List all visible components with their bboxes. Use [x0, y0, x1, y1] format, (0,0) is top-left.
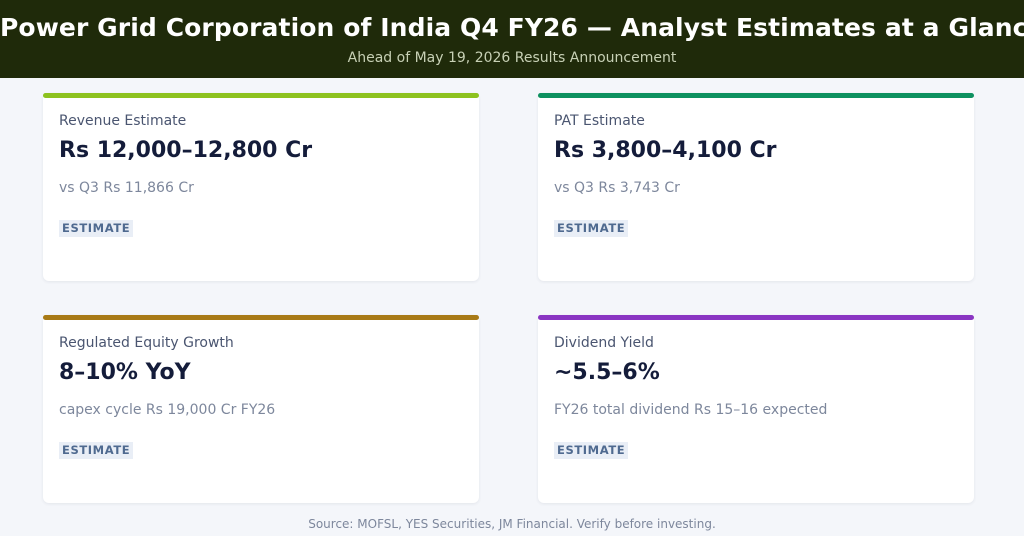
card-pat-estimate: PAT Estimate Rs 3,800–4,100 Cr vs Q3 Rs …	[538, 93, 974, 281]
card-accent-bar	[538, 93, 974, 98]
page-subtitle: Ahead of May 19, 2026 Results Announceme…	[347, 50, 677, 66]
card-label: PAT Estimate	[554, 113, 645, 129]
card-accent-bar	[538, 315, 974, 320]
header-banner: Power Grid Corporation of India Q4 FY26 …	[0, 0, 1024, 78]
card-value: Rs 12,000–12,800 Cr	[59, 138, 313, 163]
card-note: vs Q3 Rs 11,866 Cr	[59, 180, 194, 196]
estimate-badge: ESTIMATE	[554, 442, 629, 459]
card-value: ~5.5–6%	[554, 360, 660, 385]
card-accent-bar	[43, 315, 479, 320]
card-note: FY26 total dividend Rs 15–16 expected	[554, 402, 828, 418]
card-note: vs Q3 Rs 3,743 Cr	[554, 180, 680, 196]
card-label: Regulated Equity Growth	[59, 335, 234, 351]
estimate-badge: ESTIMATE	[554, 220, 629, 237]
card-accent-bar	[43, 93, 479, 98]
estimate-badge: ESTIMATE	[59, 220, 134, 237]
card-dividend-yield: Dividend Yield ~5.5–6% FY26 total divide…	[538, 315, 974, 503]
estimate-badge: ESTIMATE	[59, 442, 134, 459]
card-label: Dividend Yield	[554, 335, 654, 351]
source-footnote: Source: MOFSL, YES Securities, JM Financ…	[308, 517, 716, 531]
card-value: Rs 3,800–4,100 Cr	[554, 138, 777, 163]
card-regulated-equity-growth: Regulated Equity Growth 8–10% YoY capex …	[43, 315, 479, 503]
card-label: Revenue Estimate	[59, 113, 187, 129]
card-note: capex cycle Rs 19,000 Cr FY26	[59, 402, 276, 418]
card-revenue-estimate: Revenue Estimate Rs 12,000–12,800 Cr vs …	[43, 93, 479, 281]
page-title: Power Grid Corporation of India Q4 FY26 …	[0, 13, 1024, 42]
card-value: 8–10% YoY	[59, 360, 191, 385]
